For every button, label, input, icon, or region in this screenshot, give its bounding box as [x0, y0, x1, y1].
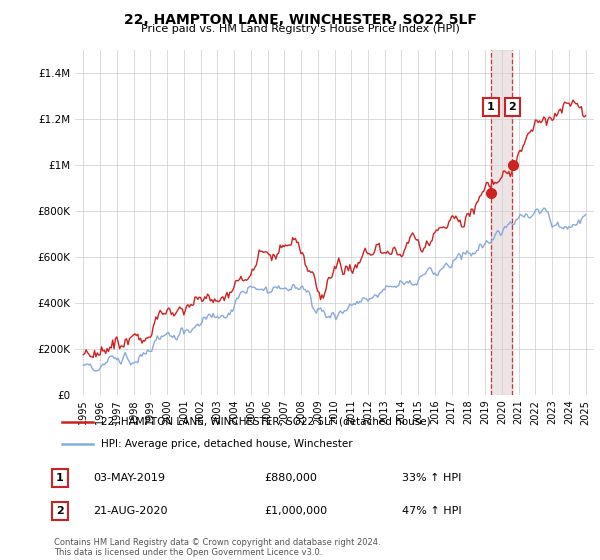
Text: 21-AUG-2020: 21-AUG-2020 — [93, 506, 167, 516]
Text: Price paid vs. HM Land Registry's House Price Index (HPI): Price paid vs. HM Land Registry's House … — [140, 24, 460, 34]
Text: 33% ↑ HPI: 33% ↑ HPI — [402, 473, 461, 483]
Text: Contains HM Land Registry data © Crown copyright and database right 2024.
This d: Contains HM Land Registry data © Crown c… — [54, 538, 380, 557]
Text: 1: 1 — [487, 102, 495, 112]
Text: HPI: Average price, detached house, Winchester: HPI: Average price, detached house, Winc… — [101, 438, 353, 449]
Bar — [491, 50, 512, 395]
Text: 1: 1 — [56, 473, 64, 483]
Text: £880,000: £880,000 — [264, 473, 317, 483]
Text: 2: 2 — [509, 102, 517, 112]
Text: 2: 2 — [56, 506, 64, 516]
Text: £1,000,000: £1,000,000 — [264, 506, 327, 516]
Text: 47% ↑ HPI: 47% ↑ HPI — [402, 506, 461, 516]
Text: 03-MAY-2019: 03-MAY-2019 — [93, 473, 165, 483]
Text: 22, HAMPTON LANE, WINCHESTER, SO22 5LF: 22, HAMPTON LANE, WINCHESTER, SO22 5LF — [124, 13, 476, 27]
Text: 22, HAMPTON LANE, WINCHESTER, SO22 5LF (detached house): 22, HAMPTON LANE, WINCHESTER, SO22 5LF (… — [101, 417, 431, 427]
